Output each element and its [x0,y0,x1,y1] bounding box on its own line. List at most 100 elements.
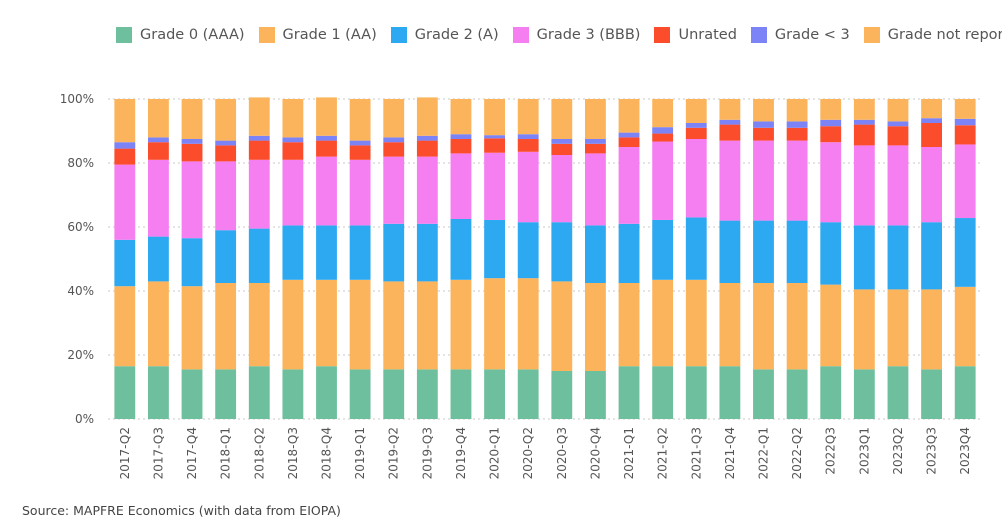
bar-segment [215,140,237,146]
bar-segment [215,283,237,370]
bar-segment [148,159,169,237]
bar-segment [753,121,774,128]
bar-segment [349,225,371,280]
bar-segment [786,220,808,283]
bar-segment [282,369,304,419]
bar-segment [685,99,707,123]
bar-segment [652,141,674,220]
bar-segment [248,135,270,141]
bar-segment [685,279,707,367]
bar-segment [349,369,371,419]
x-tick-label: 2017-Q4 [185,427,199,479]
bar-segment [551,222,573,282]
bar-segment [416,140,438,157]
bar-segment [719,283,741,367]
bar-segment [954,99,976,119]
bar-segment [282,99,304,138]
source-note: Source: MAPFRE Economics (with data from… [22,503,341,518]
bar-segment [585,153,606,226]
bar-segment [114,239,136,287]
legend-item: Grade 0 (AAA) [116,27,245,43]
x-tick-label: 2017-Q2 [118,427,132,479]
bar-segment [954,118,976,126]
bar-segment [618,132,640,138]
x-tick-label: 2023Q1 [857,427,871,475]
bar-segment [148,142,169,160]
legend-swatch [390,27,407,43]
bar-segment [719,124,741,141]
bar-segment [148,137,169,143]
bar-segment [551,99,573,139]
bar-segment [383,156,405,224]
bar-segment [618,366,640,419]
bar-segment [887,99,909,122]
bar-segment [685,366,707,419]
bar-segment [921,99,942,119]
bar-segment [114,164,136,240]
legend-item: Grade < 3 [750,27,850,43]
legend-label: Grade 0 (AAA) [140,27,245,43]
bar-segment [181,99,203,139]
x-tick-label: 2020-Q3 [555,427,569,479]
bar-segment [416,369,438,419]
bar-segment [517,278,539,370]
bar-segment [853,145,875,226]
bar-segment [719,119,741,125]
bar-segment [551,143,573,155]
y-axis: 0% 20% 40% 60% 80% 100% [60,92,94,426]
x-tick-label: 2018-Q3 [286,427,300,479]
bar-segment [585,225,606,283]
x-tick-label: 2021-Q1 [622,427,636,479]
bar-segment [820,142,842,223]
bar-segment [887,121,909,127]
bar-segment [316,97,337,136]
legend-label: Grade 3 (BBB) [536,27,641,43]
x-axis: 2017-Q2 2017-Q3 2017-Q4 2018-Q1 2018-Q2 2018-… [118,427,972,479]
x-tick-label: 2021-Q4 [723,427,737,479]
bar-segment [181,161,203,239]
x-tick-label: 2018-Q2 [252,427,266,479]
bar-segment [114,148,136,165]
bar-segment [954,125,976,145]
legend-item: Grade 2 (A) [390,27,499,43]
x-tick-label: 2018-Q4 [320,427,334,479]
bar-segment [484,99,505,136]
bar-segment [551,139,573,144]
bar-segment [484,152,505,220]
bar-segment [652,127,674,134]
bar-segment [753,283,774,370]
bar-segment [148,366,169,419]
bar-segment [753,140,774,221]
x-tick-label: 2019-Q4 [454,427,468,479]
bar-segment [753,99,774,122]
bar-segment [416,156,438,224]
bar-segment [551,155,573,223]
bar-segment [753,369,774,419]
bar-segment [282,137,304,143]
bar-segment [114,142,136,149]
x-tick-label: 2019-Q2 [387,427,401,479]
bar-segment [450,369,472,419]
bar-segment [484,219,505,279]
bar-segment [349,99,371,141]
bar-segment [652,133,674,142]
bar-segment [786,121,808,128]
bar-segment [383,369,405,419]
bar-segment [954,366,976,419]
bar-segment [181,139,203,144]
bar-segment [685,123,707,128]
bar-segment [585,139,606,144]
bar-segment [383,281,405,370]
legend-swatch [654,27,671,43]
bar-segment [517,369,539,419]
bar-segment [450,279,472,370]
bar-segment [685,127,707,139]
bar-segment [215,145,237,162]
x-tick-label: 2021-Q3 [689,427,703,479]
bar-segment [215,369,237,419]
bar-segment [585,371,606,419]
bar-segment [416,97,438,136]
bar-segment [786,140,808,221]
bars [114,97,976,419]
y-tick-label: 100% [60,92,94,106]
